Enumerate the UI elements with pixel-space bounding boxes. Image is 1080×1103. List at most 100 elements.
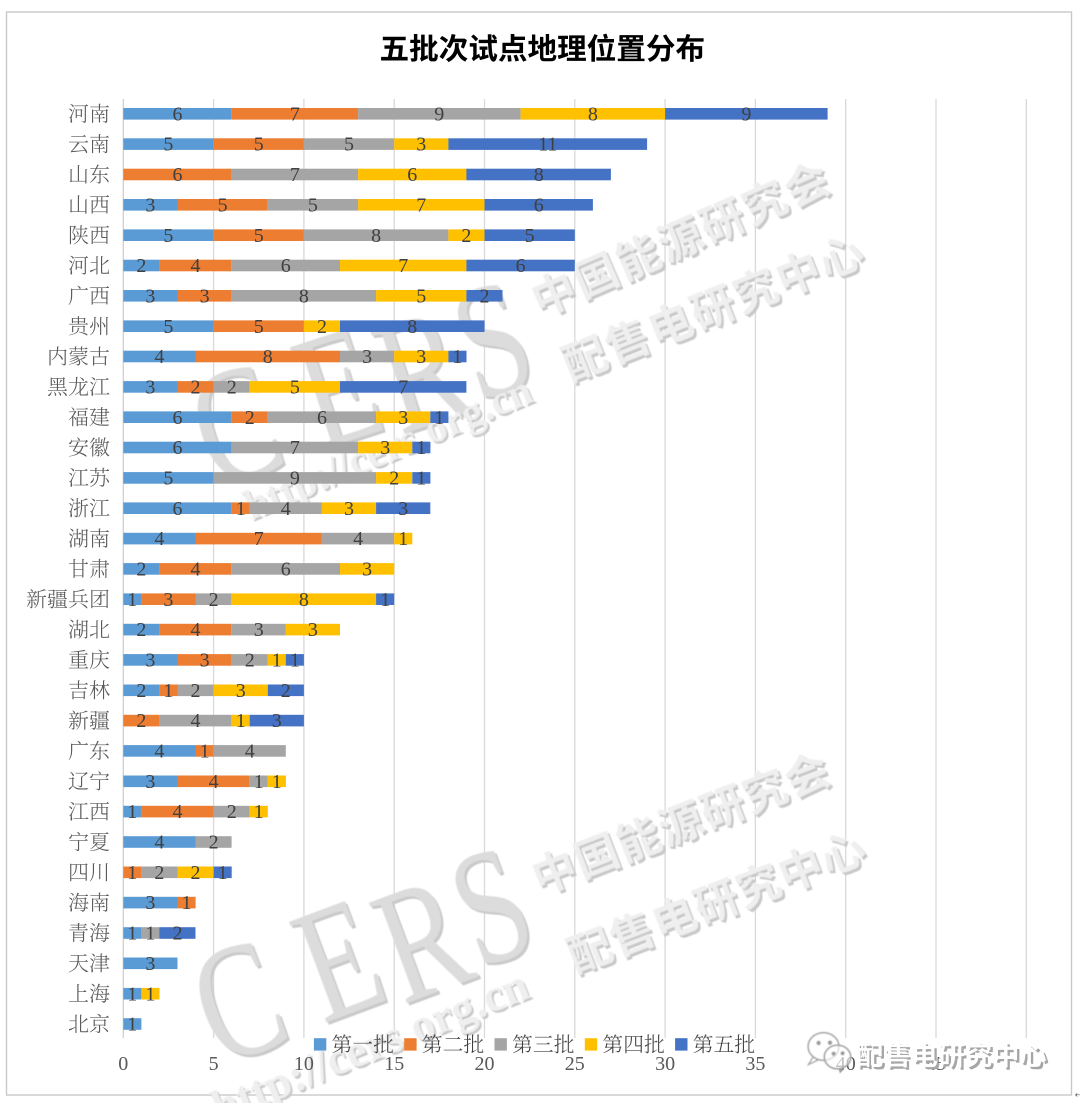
svg-text:5: 5 <box>254 225 264 247</box>
svg-text:3: 3 <box>236 680 246 702</box>
svg-text:2: 2 <box>461 225 471 247</box>
svg-text:3: 3 <box>272 710 282 732</box>
svg-text:2: 2 <box>154 862 164 884</box>
svg-text:3: 3 <box>416 134 426 156</box>
svg-text:6: 6 <box>173 407 183 429</box>
svg-text:2: 2 <box>227 801 237 823</box>
svg-text:7: 7 <box>290 164 300 186</box>
svg-text:2: 2 <box>245 650 255 672</box>
svg-text:20: 20 <box>475 1053 495 1075</box>
svg-text:6: 6 <box>281 559 291 581</box>
svg-text:6: 6 <box>317 407 327 429</box>
svg-text:3: 3 <box>145 650 155 672</box>
svg-text:2: 2 <box>136 619 146 641</box>
svg-text:2: 2 <box>245 407 255 429</box>
svg-text:3: 3 <box>145 771 155 793</box>
svg-text:4: 4 <box>154 528 164 550</box>
svg-text:3: 3 <box>398 407 408 429</box>
svg-text:2: 2 <box>281 680 291 702</box>
svg-text:←: ← <box>1072 1085 1080 1102</box>
svg-text:4: 4 <box>173 801 183 823</box>
svg-text:7: 7 <box>254 528 264 550</box>
svg-text:1: 1 <box>434 407 444 429</box>
svg-text:1: 1 <box>145 983 155 1005</box>
svg-text:25: 25 <box>565 1053 585 1075</box>
svg-text:7: 7 <box>290 103 300 125</box>
svg-text:4: 4 <box>281 498 291 520</box>
svg-text:2: 2 <box>227 377 237 399</box>
svg-text:1: 1 <box>127 862 137 884</box>
svg-text:1: 1 <box>182 892 192 914</box>
svg-text:35: 35 <box>745 1053 765 1075</box>
svg-text:4: 4 <box>245 741 255 763</box>
svg-text:1: 1 <box>416 468 426 490</box>
svg-text:11: 11 <box>538 134 557 156</box>
svg-text:4: 4 <box>353 528 363 550</box>
svg-text:5: 5 <box>163 134 173 156</box>
svg-text:3: 3 <box>145 892 155 914</box>
svg-text:10: 10 <box>294 1053 314 1075</box>
svg-text:1: 1 <box>452 346 462 368</box>
svg-text:3: 3 <box>344 498 354 520</box>
svg-text:8: 8 <box>299 285 309 307</box>
svg-text:8: 8 <box>534 164 544 186</box>
svg-text:5: 5 <box>344 134 354 156</box>
svg-text:7: 7 <box>398 377 408 399</box>
svg-text:2: 2 <box>317 316 327 338</box>
svg-text:6: 6 <box>407 164 417 186</box>
svg-text:6: 6 <box>173 498 183 520</box>
svg-text:2: 2 <box>136 680 146 702</box>
svg-text:2: 2 <box>173 923 183 945</box>
svg-text:1: 1 <box>127 589 137 611</box>
svg-text:1: 1 <box>127 801 137 823</box>
svg-text:7: 7 <box>290 437 300 459</box>
svg-text:30: 30 <box>655 1053 675 1075</box>
svg-text:1: 1 <box>236 498 246 520</box>
svg-text:2: 2 <box>191 377 201 399</box>
svg-text:5: 5 <box>163 468 173 490</box>
svg-text:4: 4 <box>154 832 164 854</box>
svg-text:5: 5 <box>254 134 264 156</box>
svg-text:1: 1 <box>254 771 264 793</box>
svg-text:5: 5 <box>416 285 426 307</box>
svg-text:5: 5 <box>525 225 535 247</box>
svg-text:0: 0 <box>118 1053 128 1075</box>
svg-text:2: 2 <box>136 255 146 277</box>
svg-text:3: 3 <box>145 953 155 975</box>
svg-text:8: 8 <box>371 225 381 247</box>
svg-text:3: 3 <box>308 619 318 641</box>
svg-text:1: 1 <box>127 923 137 945</box>
svg-text:5: 5 <box>218 194 228 216</box>
svg-text:3: 3 <box>145 377 155 399</box>
svg-text:4: 4 <box>191 710 201 732</box>
svg-text:9: 9 <box>290 468 300 490</box>
svg-text:8: 8 <box>299 589 309 611</box>
svg-text:6: 6 <box>173 164 183 186</box>
svg-text:5: 5 <box>290 377 300 399</box>
svg-text:4: 4 <box>209 771 219 793</box>
svg-text:7: 7 <box>398 255 408 277</box>
svg-text:1: 1 <box>272 771 282 793</box>
svg-text:6: 6 <box>534 194 544 216</box>
svg-text:1: 1 <box>127 983 137 1005</box>
svg-text:1: 1 <box>254 801 264 823</box>
svg-text:2: 2 <box>480 285 490 307</box>
svg-text:1: 1 <box>380 589 390 611</box>
svg-text:15: 15 <box>384 1053 404 1075</box>
svg-text:4: 4 <box>191 559 201 581</box>
svg-text:2: 2 <box>209 832 219 854</box>
svg-text:7: 7 <box>416 194 426 216</box>
svg-text:8: 8 <box>263 346 273 368</box>
svg-text:3: 3 <box>200 285 210 307</box>
svg-text:3: 3 <box>416 346 426 368</box>
svg-text:3: 3 <box>362 559 372 581</box>
svg-text:3: 3 <box>362 346 372 368</box>
svg-text:4: 4 <box>154 346 164 368</box>
svg-text:4: 4 <box>191 255 201 277</box>
svg-text:1: 1 <box>163 680 173 702</box>
svg-text:2: 2 <box>136 559 146 581</box>
svg-text:6: 6 <box>173 437 183 459</box>
svg-text:3: 3 <box>200 650 210 672</box>
svg-text:9: 9 <box>434 103 444 125</box>
svg-text:2: 2 <box>136 710 146 732</box>
